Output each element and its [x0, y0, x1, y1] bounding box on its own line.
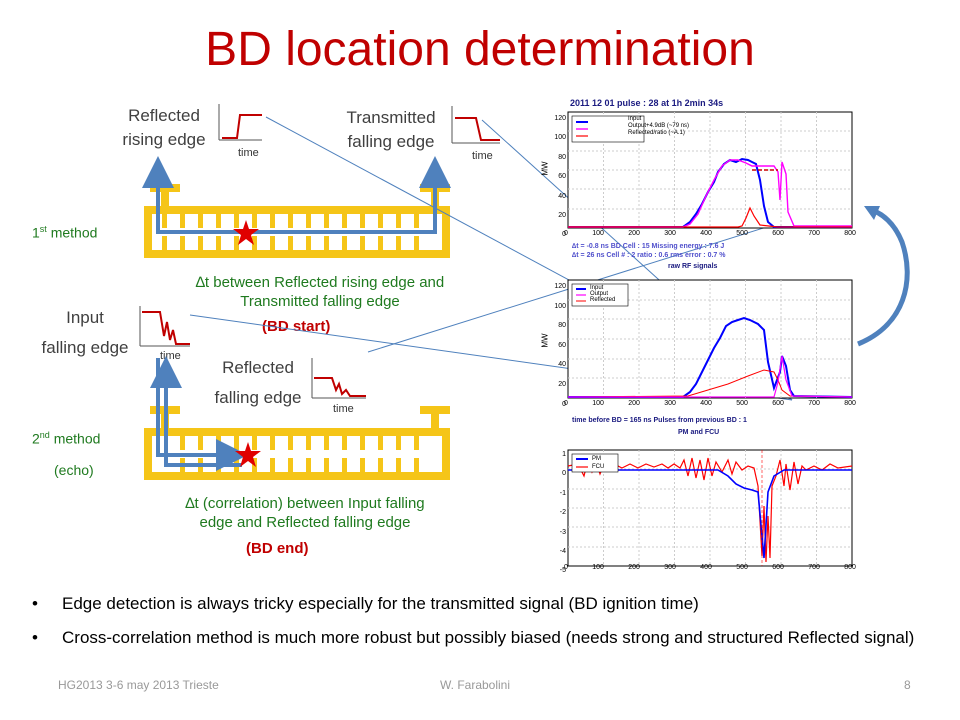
plot1-caption: raw RF signals — [668, 263, 718, 270]
method1-description: ∆t between Reflected rising edge and Tra… — [195, 274, 445, 310]
m1-reflected-waveform — [218, 104, 262, 141]
footer-page-number: 8 — [904, 678, 911, 692]
method2-note: (BD end) — [246, 540, 309, 557]
bullet-1: • Edge detection is always tricky especi… — [32, 592, 932, 618]
m1-time-1: time — [238, 147, 259, 159]
curved-arrow-head-icon — [864, 206, 880, 220]
bullet-dot-icon: • — [32, 594, 38, 613]
plot1-legend: Input Output+4.9dB (~79 ns) Reflected/ra… — [628, 116, 690, 136]
method1-label: 1st method — [32, 224, 98, 241]
footer-center: W. Farabolini — [440, 678, 511, 692]
plot1-header: 2011 12 01 pulse : 28 at 1h 2min 34s — [570, 98, 724, 108]
bullet-2: • Cross-correlation method is much more … — [32, 626, 932, 678]
plot-output-reflected: MW Input Output Reflected 120 100 80 60 40… — [538, 276, 856, 442]
plot2-legend: Input Output Reflected — [590, 285, 616, 303]
plot1-xticks: 0 100 200 300 400 500 600 700 800 — [564, 230, 856, 237]
reflected-arrow-2 — [150, 356, 242, 467]
m1-transmitted-waveform — [451, 106, 500, 144]
plot2-yticks: 120 100 80 60 40 20 0 — [554, 283, 566, 408]
breakdown-star-icon-2 — [235, 442, 261, 467]
plot3-xticks: 0 100 200 300 400 500 600 700 800 — [564, 564, 856, 571]
accelerating-structure-2 — [144, 406, 450, 480]
footer-left: HG2013 3-6 may 2013 Trieste — [58, 678, 219, 692]
curved-arrow — [857, 207, 910, 347]
plot3-legend: PM FCU — [592, 456, 605, 470]
plot2-xticks: 0 100 200 300 400 500 600 700 800 — [564, 400, 856, 407]
m1-transmitted-label: Transmitted falling edge — [346, 108, 436, 151]
m1-time-2: time — [472, 150, 493, 162]
method2-description: ∆t (correlation) between Input falling e… — [185, 495, 425, 531]
method2-label: 2nd method — [32, 430, 101, 447]
m2-reflected-waveform — [311, 358, 366, 399]
reflected-arrow-1 — [142, 156, 244, 234]
bullet-dot-icon: • — [32, 628, 38, 647]
plot1-info: ∆t = -0.8 ns BD Cell : 15 Missing energy… — [572, 243, 726, 259]
plot-raw-rf: 2011 12 01 pulse : 28 at 1h 2min 34s MW … — [538, 98, 856, 278]
m2-time-2: time — [333, 403, 354, 415]
m2-reflected-label: Reflected falling edge — [214, 358, 302, 407]
m1-reflected-label: Reflected rising edge — [122, 106, 206, 149]
input-arrow-2 — [156, 358, 248, 471]
method2-label-sub: (echo) — [54, 462, 94, 478]
method1-note: (BD start) — [262, 318, 331, 335]
page-title: BD location determination — [205, 23, 755, 76]
plot1-yticks: 120 100 80 60 40 20 0 — [554, 115, 566, 239]
plot2-caption: PM and FCU — [678, 429, 720, 436]
accelerating-structure-1 — [144, 184, 450, 258]
m2-input-label: Input falling edge — [41, 308, 129, 357]
plot2-info: time before BD = 165 ns Pulses from prev… — [572, 417, 747, 424]
transmitted-arrow-1 — [244, 156, 451, 234]
m2-input-waveform — [139, 306, 190, 347]
breakdown-star-icon-1 — [233, 220, 259, 245]
